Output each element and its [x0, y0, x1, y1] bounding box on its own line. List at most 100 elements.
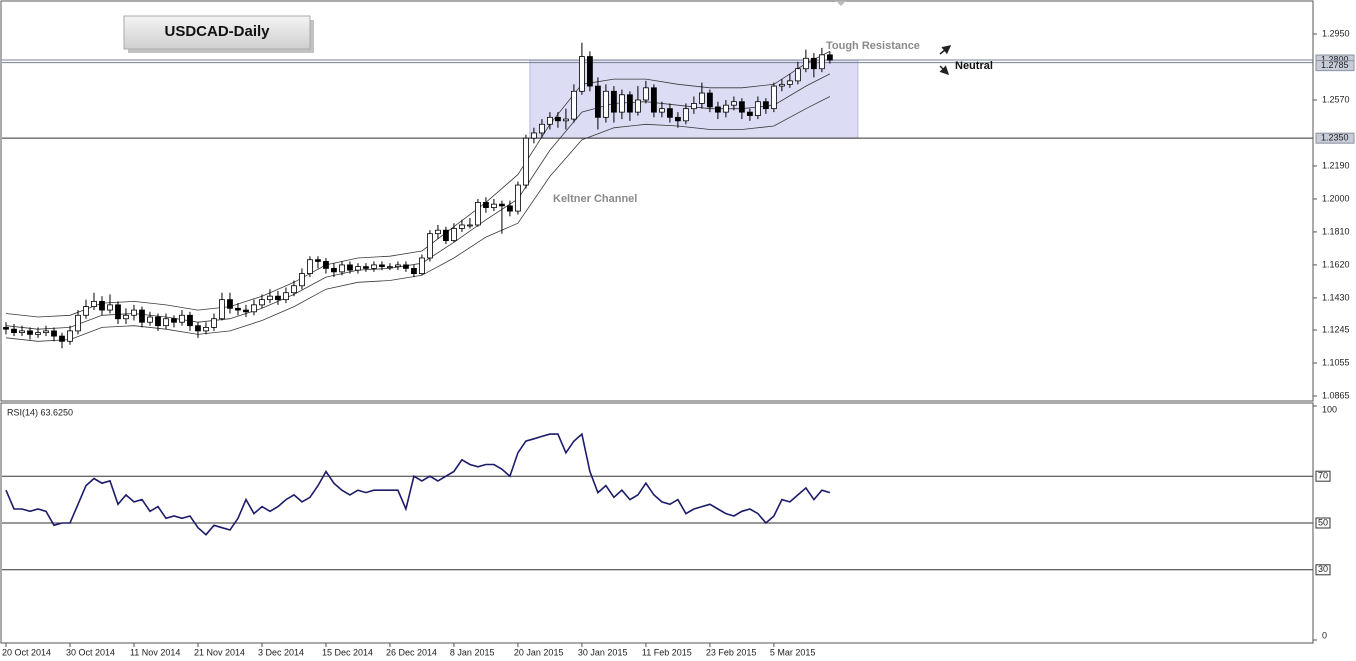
candle-body — [475, 202, 481, 226]
candle-body — [51, 330, 57, 337]
x-tick-label: 11 Feb 2015 — [642, 647, 692, 657]
candle-body — [139, 309, 145, 323]
candle-body — [674, 116, 681, 122]
level-label-box — [1315, 132, 1355, 144]
candle-body — [387, 266, 393, 269]
annotation: Keltner Channel — [553, 193, 637, 205]
x-tick-label: 26 Dec 2014 — [386, 647, 437, 657]
candle-body — [635, 99, 641, 113]
arrow-down — [939, 65, 950, 76]
x-tick-label: 30 Oct 2014 — [66, 647, 115, 657]
candle-body — [235, 307, 241, 311]
level-label: 50 — [1318, 517, 1328, 527]
candle-body — [619, 94, 625, 113]
candle-body — [826, 54, 833, 61]
candle-body — [171, 318, 177, 323]
candle-body — [666, 108, 673, 118]
y-tick-label: 1.0865 — [1322, 390, 1350, 400]
indicator-label: RSI(14) 63.6250 — [7, 407, 73, 417]
rsi-frame — [0, 402, 1314, 644]
candle-body — [571, 90, 577, 120]
candle-body — [131, 309, 137, 316]
candle-body — [682, 108, 689, 122]
candle-body — [275, 295, 281, 301]
candle-body — [491, 203, 497, 209]
candle-body — [515, 184, 521, 212]
candle-body — [283, 292, 289, 301]
candle-body — [107, 304, 113, 311]
price-pane: 1.2950 1.2570 1.2190 1.2000 1.1810 1.1620 1.14… — [2, 28, 1355, 400]
candle-body — [3, 327, 9, 330]
candle-body — [714, 106, 721, 113]
candle-body — [195, 325, 201, 332]
rsi-pane: RSI(14) 63.6250 0 100 70 50 30 20 Oct 2014 30 O… — [2, 404, 1337, 657]
candle-body — [299, 273, 305, 287]
candle-body — [499, 203, 505, 207]
level-label: 1.2800 — [1321, 54, 1349, 64]
candle-body — [203, 327, 209, 332]
x-tick-label: 5 Mar 2015 — [770, 647, 816, 657]
candle-body — [147, 316, 153, 323]
level-label: 1.2785 — [1321, 60, 1349, 70]
candle-body — [259, 299, 265, 306]
candle-body — [595, 85, 601, 118]
candle-body — [778, 83, 785, 87]
candle-body — [75, 314, 81, 332]
candle-body — [219, 299, 225, 320]
x-tick-label: 30 Jan 2015 — [578, 647, 628, 657]
candle-body — [19, 330, 25, 334]
candle-body — [123, 314, 129, 320]
candle-body — [459, 224, 465, 229]
candle-body — [818, 54, 825, 70]
candle-body — [706, 92, 713, 108]
candle-body — [339, 264, 345, 273]
candle-body — [91, 300, 97, 307]
candle-body — [395, 264, 401, 268]
x-tick-label: 21 Nov 2014 — [194, 647, 245, 657]
candle-body — [802, 57, 809, 70]
level-label-box — [1315, 60, 1355, 72]
candle-body — [403, 264, 409, 269]
y-tick-label: 1.1245 — [1322, 324, 1350, 334]
candle-body — [11, 328, 17, 334]
candle-body — [698, 92, 705, 104]
candle-body — [115, 304, 121, 320]
price-frame — [0, 0, 1314, 402]
candle-body — [539, 123, 545, 134]
y-tick-label: 1.2000 — [1322, 193, 1350, 203]
x-tick-label: 20 Oct 2014 — [2, 647, 51, 657]
annotation: Tough Resistance — [826, 40, 920, 52]
candle-body — [690, 103, 697, 110]
candle-body — [627, 94, 633, 113]
candle-body — [507, 205, 513, 212]
candle-body — [411, 267, 417, 274]
x-tick-label: 11 Nov 2014 — [130, 647, 180, 657]
level-label-box — [1315, 470, 1331, 482]
candle-body — [243, 309, 249, 313]
candle-body — [762, 101, 769, 110]
candle-body — [67, 330, 73, 342]
y-tick-label: 100 — [1322, 404, 1337, 414]
candle-body — [611, 90, 617, 113]
level-label: 1.2350 — [1321, 133, 1349, 143]
candle-body — [347, 264, 353, 271]
candle-body — [722, 104, 729, 113]
x-tick-label: 8 Jan 2015 — [450, 647, 495, 657]
candle-body — [83, 306, 89, 316]
candle-body — [579, 56, 585, 92]
y-tick-label: 0 — [1322, 630, 1327, 640]
candle-body — [746, 111, 753, 116]
candle-body — [555, 116, 561, 122]
candle-body — [211, 318, 217, 328]
candle-body — [99, 300, 105, 311]
candle-body — [770, 85, 777, 110]
candle-body — [315, 259, 321, 262]
candle-body — [603, 90, 609, 118]
candle-body — [435, 229, 441, 235]
level-label: 30 — [1318, 564, 1328, 574]
x-tick-label: 15 Dec 2014 — [322, 647, 373, 657]
candle-body — [451, 228, 457, 242]
y-tick-label: 1.1810 — [1322, 226, 1350, 236]
scroll-marker — [836, 1, 846, 6]
